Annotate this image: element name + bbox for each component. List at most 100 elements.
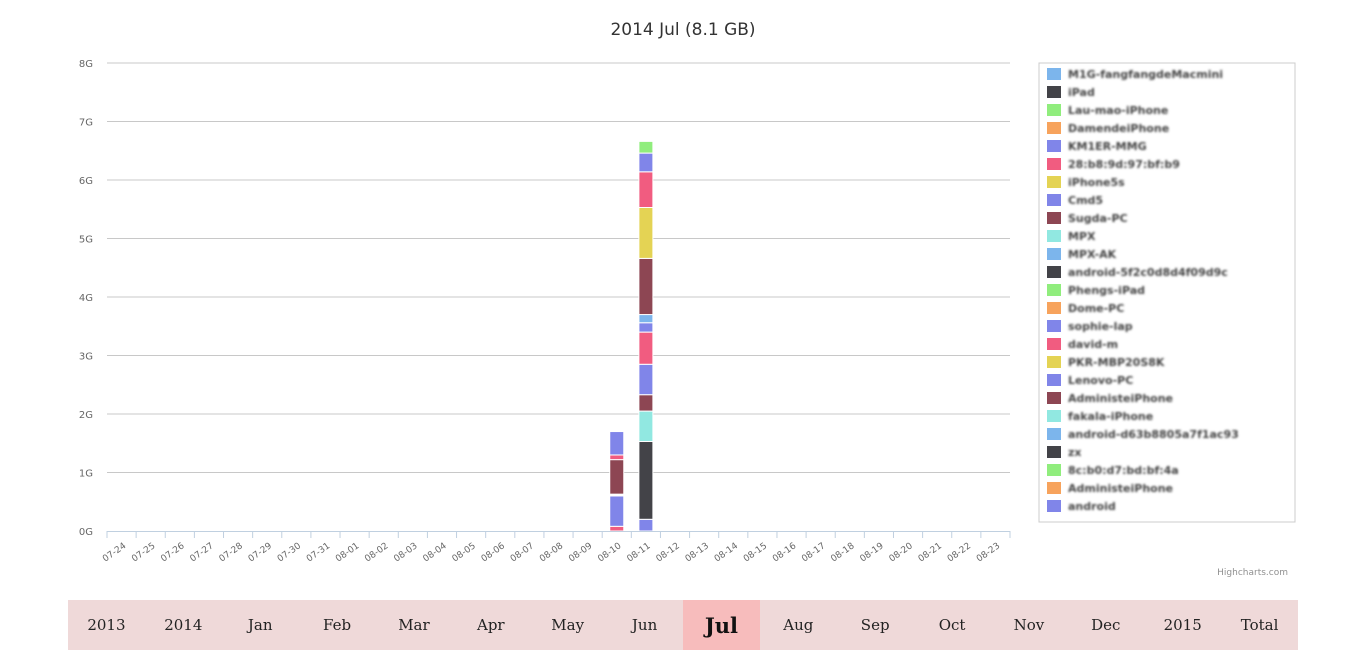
legend-item[interactable]: sophie-lap xyxy=(1047,320,1133,333)
nav-item-feb[interactable]: Feb xyxy=(323,616,352,634)
x-tick-label: 08-03 xyxy=(392,541,419,564)
legend-item[interactable]: Cmd5 xyxy=(1047,194,1103,207)
legend-item[interactable]: Sugda-PC xyxy=(1047,212,1128,225)
bar-segment[interactable] xyxy=(638,152,654,173)
legend-box xyxy=(1038,62,1296,523)
month-nav: 2013 2014 Jan Feb Mar Apr May Jun Jul Aug Sep Oct No… xyxy=(68,600,1298,650)
nav-item-2015[interactable]: 2015 xyxy=(1163,616,1202,634)
legend-label: MPX xyxy=(1068,230,1096,243)
legend-swatch xyxy=(1047,248,1061,260)
nav-item-jul[interactable]: Jul xyxy=(683,600,760,650)
bar-segment[interactable] xyxy=(609,525,625,532)
x-tick-label: 08-22 xyxy=(946,541,973,564)
legend-item[interactable]: iPad xyxy=(1047,86,1095,99)
legend-item[interactable]: android-d63b8805a7f1ac93 xyxy=(1047,428,1239,441)
x-tick-label: 07-27 xyxy=(189,541,216,564)
legend-item[interactable]: david-m xyxy=(1047,338,1118,351)
bar-segment[interactable] xyxy=(638,140,654,154)
legend-item[interactable]: Dome-PC xyxy=(1047,302,1124,315)
legend-item[interactable]: AdministeiPhone xyxy=(1047,482,1173,495)
legend-item[interactable]: 8c:b0:d7:bd:bf:4a xyxy=(1047,464,1179,477)
nav-item-dec[interactable]: Dec xyxy=(1091,616,1121,634)
legend-label: fakala-iPhone xyxy=(1068,410,1153,423)
x-tick-label: 07-30 xyxy=(276,541,303,564)
legend-swatch xyxy=(1047,68,1061,80)
legend-item[interactable]: M1G-fangfangdeMacmini xyxy=(1047,68,1223,81)
bar-segment[interactable] xyxy=(609,459,625,495)
bar-segment[interactable] xyxy=(638,171,654,208)
legend-label: KM1ER-MMG xyxy=(1068,140,1147,153)
chart-area: 2014 Jul (8.1 GB) 0G 1G 2G 3G 4G 5G 6G 7G 8G 07-… xyxy=(79,20,1296,578)
bar-segment[interactable] xyxy=(638,314,654,324)
bar-segment[interactable] xyxy=(638,410,654,442)
highcharts-credit[interactable]: Highcharts.com xyxy=(1217,568,1288,578)
nav-item-oct[interactable]: Oct xyxy=(938,616,966,634)
bar-segment[interactable] xyxy=(609,431,625,456)
legend-label: PKR-MBP20S8K xyxy=(1068,356,1165,369)
nav-item-aug[interactable]: Aug xyxy=(783,616,814,634)
legend-swatch xyxy=(1047,374,1061,386)
nav-item-apr[interactable]: Apr xyxy=(477,616,505,634)
legend-item[interactable]: android-5f2c0d8d4f09d9c xyxy=(1047,266,1228,279)
legend-swatch xyxy=(1047,428,1061,440)
legend-item[interactable]: MPX-AK xyxy=(1047,248,1117,261)
legend-item[interactable]: MPX xyxy=(1047,230,1096,243)
legend-item[interactable]: AdministeiPhone xyxy=(1047,392,1173,405)
legend-item[interactable]: fakala-iPhone xyxy=(1047,410,1153,423)
bar-segment[interactable] xyxy=(638,331,654,365)
nav-item-may[interactable]: May xyxy=(551,616,585,634)
legend-item[interactable]: Lau-mao-iPhone xyxy=(1047,104,1168,117)
nav-item-total[interactable]: Total xyxy=(1240,616,1279,634)
bar-segment[interactable] xyxy=(638,363,654,396)
x-axis-labels: 07-24 07-25 07-26 07-27 07-28 07-29 07-30 07-31… xyxy=(101,541,1002,564)
legend-swatch xyxy=(1047,302,1061,314)
legend-swatch xyxy=(1047,338,1061,350)
nav-item-jun[interactable]: Jun xyxy=(631,616,658,634)
legend-item[interactable]: DamendeiPhone xyxy=(1047,122,1169,135)
x-tick-label: 07-24 xyxy=(101,541,128,564)
bar-segment[interactable] xyxy=(638,394,654,412)
legend-swatch xyxy=(1047,284,1061,296)
legend-item[interactable]: Lenovo-PC xyxy=(1047,374,1133,387)
nav-item-nov[interactable]: Nov xyxy=(1013,616,1045,634)
x-tick-label: 08-12 xyxy=(655,541,682,564)
legend-label: zx xyxy=(1068,446,1082,459)
legend-swatch xyxy=(1047,410,1061,422)
legend-item[interactable]: 28:b8:9d:97:bf:b9 xyxy=(1047,158,1180,171)
legend-label: david-m xyxy=(1068,338,1118,351)
y-tick-label: 6G xyxy=(79,176,93,187)
y-tick-label: 4G xyxy=(79,293,93,304)
x-tick-label: 08-08 xyxy=(538,541,565,564)
legend-swatch xyxy=(1047,230,1061,242)
bar-segment[interactable] xyxy=(638,206,654,259)
legend-label: Lau-mao-iPhone xyxy=(1068,104,1168,117)
legend-item[interactable]: android xyxy=(1047,500,1116,513)
legend-label: M1G-fangfangdeMacmini xyxy=(1068,68,1223,81)
x-tick-label: 08-17 xyxy=(800,541,827,564)
legend-item[interactable]: zx xyxy=(1047,446,1082,459)
legend-item[interactable]: KM1ER-MMG xyxy=(1047,140,1147,153)
x-tick-label: 08-18 xyxy=(829,541,856,564)
nav-item-sep[interactable]: Sep xyxy=(860,616,890,634)
bar-segment[interactable] xyxy=(638,257,654,316)
legend-item[interactable]: Phengs-iPad xyxy=(1047,284,1145,297)
legend-label: android xyxy=(1068,500,1116,513)
nav-item-2014[interactable]: 2014 xyxy=(164,616,203,634)
x-tick-label: 08-05 xyxy=(451,541,478,564)
x-tick-label: 07-26 xyxy=(159,541,186,564)
bar-segment[interactable] xyxy=(609,454,625,461)
bar-segment[interactable] xyxy=(609,495,625,527)
x-tick-label: 08-20 xyxy=(888,541,915,564)
bar-segment[interactable] xyxy=(638,518,654,532)
legend: M1G-fangfangdeMacmini iPad Lau-mao-iPhone D… xyxy=(1047,68,1239,513)
legend-swatch xyxy=(1047,500,1061,512)
y-tick-label: 1G xyxy=(79,469,93,480)
nav-item-2013[interactable]: 2013 xyxy=(87,616,126,634)
legend-item[interactable]: iPhone5s xyxy=(1047,176,1125,189)
nav-item-mar[interactable]: Mar xyxy=(398,616,430,634)
legend-item[interactable]: PKR-MBP20S8K xyxy=(1047,356,1165,369)
bar-segment[interactable] xyxy=(638,440,654,520)
bar-segment[interactable] xyxy=(638,322,654,333)
legend-label: AdministeiPhone xyxy=(1068,482,1173,495)
nav-item-jan[interactable]: Jan xyxy=(247,616,273,634)
